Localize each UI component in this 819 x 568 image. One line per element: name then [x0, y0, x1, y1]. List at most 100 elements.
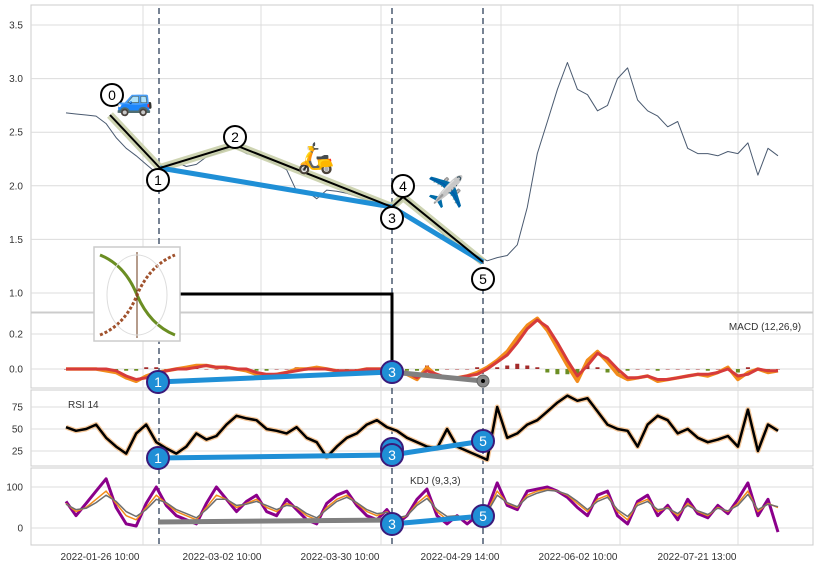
macd-histogram-bar	[525, 365, 530, 369]
macd-histogram-bar	[515, 363, 520, 369]
macd-histogram-bar	[134, 369, 139, 371]
macd-histogram-bar	[414, 369, 419, 371]
marker-label: 3	[388, 447, 396, 463]
macd-histogram-bar	[595, 367, 600, 369]
marker-circle	[380, 360, 404, 384]
macd-histogram-bar	[535, 367, 540, 369]
marker-circle	[100, 83, 124, 107]
kdj-trend-line	[391, 513, 484, 527]
marker-rsi: 1	[146, 446, 170, 470]
macd-histogram-bar	[224, 369, 229, 370]
macd-gray-trend	[391, 369, 484, 384]
macd-histogram-bar	[555, 369, 560, 375]
marker-price: 1	[146, 168, 170, 192]
macd-histogram-bar	[675, 369, 680, 370]
x-tick-label: 2022-03-02 10:00	[183, 552, 262, 563]
marker-circle	[471, 429, 495, 453]
marker-circle	[146, 168, 170, 192]
macd-histogram-bar	[545, 369, 550, 373]
marker-circle	[223, 125, 247, 149]
macd-histogram-bar	[695, 369, 700, 370]
marker-circle	[146, 446, 170, 470]
marker-price: 4	[391, 174, 415, 198]
kdj-label: KDJ (9,3,3)	[410, 476, 461, 487]
macd-histogram-bar	[475, 367, 480, 369]
y-tick-label: 25	[12, 447, 24, 458]
marker-circle	[380, 443, 404, 467]
marker-macd: 1	[146, 370, 170, 394]
wave-path-line	[109, 114, 484, 263]
macd-histogram-bar	[465, 369, 470, 370]
inset-image	[93, 246, 181, 342]
y-tick-label: 1.0	[9, 289, 23, 300]
marker-circle	[471, 267, 495, 291]
marker-kdj: 3	[380, 512, 404, 536]
y-tick-label: 75	[12, 403, 24, 414]
macd-histogram-bar	[144, 367, 149, 369]
marker-label: 4	[399, 178, 407, 194]
macd-histogram-bar	[214, 369, 219, 370]
macd-histogram-bar	[154, 367, 159, 369]
x-tick-label: 2022-03-30 10:00	[301, 552, 380, 563]
marker-label: 3	[388, 516, 396, 532]
macd-histogram-bar	[635, 369, 640, 370]
y-tick-label: 0.0	[9, 365, 23, 376]
macd-histogram-bar	[625, 369, 630, 371]
macd-end-dot-center	[481, 379, 485, 383]
kdj-k-line	[65, 488, 779, 521]
macd-histogram-bar	[495, 367, 500, 369]
marker-label: 3	[388, 364, 396, 380]
y-tick-label: 2.0	[9, 181, 23, 192]
marker-label: 1	[154, 450, 162, 466]
macd-trend-line	[157, 369, 393, 385]
x-tick-label: 2022-06-02 10:00	[539, 552, 618, 563]
macd-histogram-bar	[404, 369, 409, 371]
macd-histogram-bar	[284, 369, 289, 370]
marker-circle	[391, 174, 415, 198]
inset-ellipse	[106, 254, 168, 336]
marker-circle	[471, 504, 495, 528]
marker-rsi: 3	[380, 443, 404, 467]
rsi-line	[65, 394, 779, 462]
macd-histogram-bar	[254, 369, 259, 371]
kdj-d-line	[65, 489, 779, 519]
marker-rsi: 5	[471, 429, 495, 453]
marker-circle	[380, 512, 404, 536]
kdj-gray-trend	[157, 517, 393, 525]
macd-histogram-bar	[445, 369, 450, 370]
macd-histogram-bar	[565, 369, 570, 375]
y-tick-label: 3.5	[9, 21, 23, 32]
macd-histogram-bar	[204, 369, 209, 370]
y-tick-label: 0	[17, 524, 23, 535]
marker-macd: 3	[380, 360, 404, 384]
macd-histogram-bar	[645, 369, 650, 370]
x-tick-label: 2022-04-29 14:00	[421, 552, 500, 563]
marker-label: 5	[479, 433, 487, 449]
y-tick-label: 2.5	[9, 128, 23, 139]
marker-price: 3	[380, 206, 404, 230]
marker-label: 5	[479, 508, 487, 524]
x-tick-label: 2022-01-26 10:00	[61, 552, 140, 563]
macd-histogram-bar	[605, 369, 610, 373]
y-tick-label: 50	[12, 425, 24, 436]
macd-histogram-bar	[655, 369, 660, 371]
macd-histogram-bar	[776, 369, 780, 370]
macd-histogram-bar	[124, 369, 129, 371]
macd-histogram-bar	[435, 369, 440, 371]
marker-circle	[146, 370, 170, 394]
marker-price: 0	[100, 83, 124, 107]
kdj-j-line	[64, 477, 780, 533]
macd-histogram-bar	[264, 369, 269, 371]
airplane-icon: ✈️	[427, 173, 464, 209]
macd-label: MACD (12,26,9)	[729, 322, 801, 333]
macd-histogram-bar	[575, 369, 580, 375]
y-tick-label: 100	[6, 483, 23, 494]
macd-histogram-bar	[274, 369, 279, 370]
y-tick-label: 1.5	[9, 235, 23, 246]
y-tick-label: 0.2	[9, 330, 23, 341]
macd-histogram-bar	[455, 369, 460, 370]
macd-histogram-bar	[685, 369, 690, 370]
marker-price: 5	[471, 267, 495, 291]
macd-histogram-bar	[505, 365, 510, 369]
